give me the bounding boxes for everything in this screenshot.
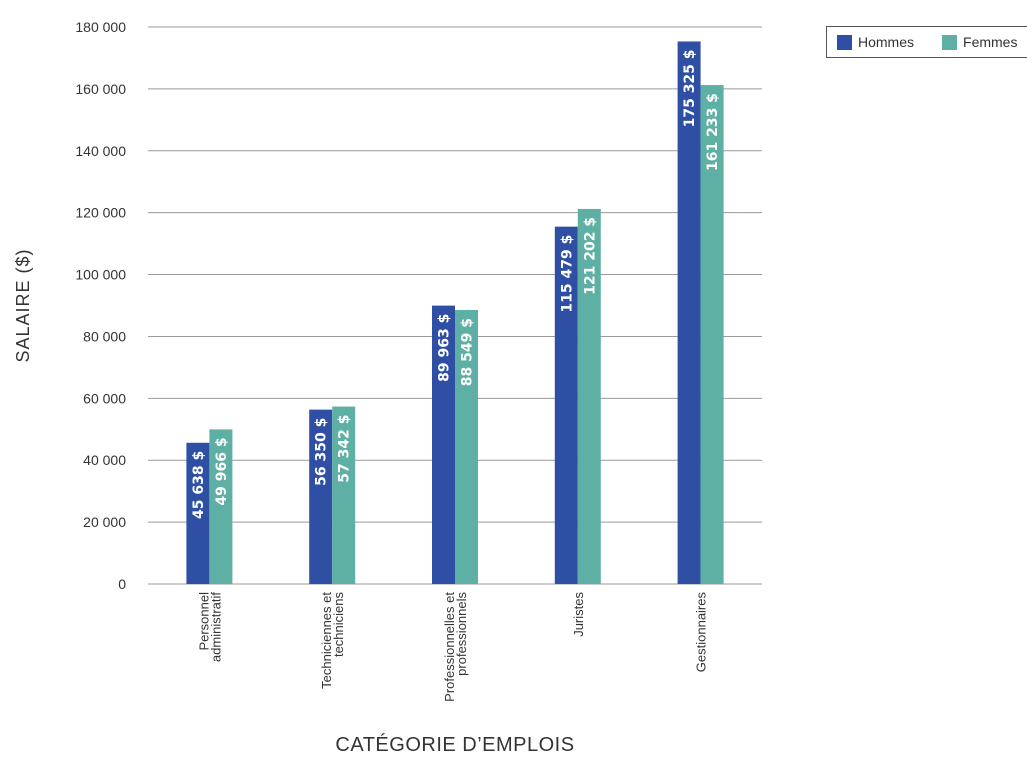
bar-value-label: 88 549 $ xyxy=(460,318,476,386)
bar-femmes xyxy=(332,406,356,584)
bar-femmes xyxy=(577,208,601,584)
bar-hommes xyxy=(186,442,210,584)
bar-value-label: 161 233 $ xyxy=(705,93,721,171)
bar-value-label: 45 638 $ xyxy=(191,451,207,519)
y-tick-label: 100 000 xyxy=(75,267,126,283)
x-tick-label-line: Professionnelles et xyxy=(442,592,457,702)
x-tick-label-line: administratif xyxy=(208,592,223,662)
legend-item-femmes: Femmes xyxy=(942,34,1017,50)
x-tick-label-line: Juristes xyxy=(571,592,586,637)
bar-femmes xyxy=(455,309,478,584)
legend-item-hommes: Hommes xyxy=(837,34,914,50)
bar-value-label: 56 350 $ xyxy=(314,418,330,486)
bar-hommes xyxy=(309,409,333,584)
bar-value-label: 175 325 $ xyxy=(682,49,698,127)
x-tick-label: Gestionnaires xyxy=(694,592,709,673)
legend-swatch-hommes xyxy=(837,34,852,50)
x-tick-label-line: Gestionnaires xyxy=(694,592,709,673)
y-tick-label: 160 000 xyxy=(75,81,126,97)
chart-legend: Hommes Femmes xyxy=(826,26,1027,58)
x-tick-label-line: Personnel xyxy=(196,592,211,651)
y-tick-label: 120 000 xyxy=(75,205,126,221)
bar-femmes xyxy=(209,429,233,584)
y-tick-label: 180 000 xyxy=(75,19,126,35)
y-tick-label: 0 xyxy=(118,576,126,592)
x-tick-label: Professionnelles etprofessionnels xyxy=(442,592,469,702)
legend-swatch-femmes xyxy=(942,34,958,50)
y-tick-label: 140 000 xyxy=(75,143,126,159)
y-tick-label: 20 000 xyxy=(83,514,126,530)
x-tick-label: Techniciennes ettechniciens xyxy=(319,592,346,689)
bar-hommes xyxy=(554,226,578,584)
x-axis-title: CATÉGORIE D’EMPLOIS xyxy=(335,733,574,756)
y-tick-label: 40 000 xyxy=(83,452,126,468)
y-axis-title: SALAIRE ($) xyxy=(13,248,33,362)
bar-value-label: 49 966 $ xyxy=(214,437,230,505)
legend-label-femmes: Femmes xyxy=(963,34,1018,50)
bar-value-label: 115 479 $ xyxy=(559,235,575,313)
legend-label-hommes: Hommes xyxy=(858,34,915,50)
x-tick-label-line: professionnels xyxy=(454,592,469,676)
bar-value-label: 121 202 $ xyxy=(582,217,598,295)
x-tick-label-line: techniciens xyxy=(331,592,346,658)
bar-value-label: 57 342 $ xyxy=(337,415,353,483)
x-tick-label: Juristes xyxy=(571,592,586,637)
bar-hommes xyxy=(677,41,701,584)
x-tick-label-line: Techniciennes et xyxy=(319,592,334,689)
y-tick-label: 60 000 xyxy=(83,390,126,406)
y-tick-label: 80 000 xyxy=(83,328,126,344)
x-tick-label: Personneladministratif xyxy=(196,592,223,662)
bar-hommes xyxy=(432,305,455,584)
bar-value-label: 89 963 $ xyxy=(437,314,453,382)
bar-femmes xyxy=(700,85,724,585)
